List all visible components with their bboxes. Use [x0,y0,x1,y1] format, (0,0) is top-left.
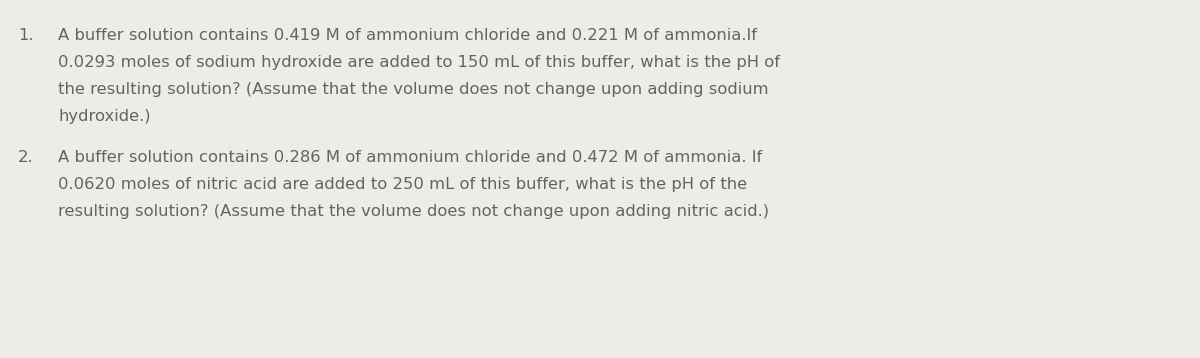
Text: the resulting solution? (Assume that the volume does not change upon adding sodi: the resulting solution? (Assume that the… [58,82,769,97]
Text: A buffer solution contains 0.419 M of ammonium chloride and 0.221 M of ammonia.I: A buffer solution contains 0.419 M of am… [58,28,757,43]
Text: hydroxide.): hydroxide.) [58,109,151,124]
Text: 0.0293 moles of sodium hydroxide are added to 150 mL of this buffer, what is the: 0.0293 moles of sodium hydroxide are add… [58,55,780,70]
Text: A buffer solution contains 0.286 M of ammonium chloride and 0.472 M of ammonia. : A buffer solution contains 0.286 M of am… [58,150,762,165]
Text: 2.: 2. [18,150,34,165]
Text: 1.: 1. [18,28,34,43]
Text: 0.0620 moles of nitric acid are added to 250 mL of this buffer, what is the pH o: 0.0620 moles of nitric acid are added to… [58,177,748,192]
Text: resulting solution? (Assume that the volume does not change upon adding nitric a: resulting solution? (Assume that the vol… [58,204,769,219]
